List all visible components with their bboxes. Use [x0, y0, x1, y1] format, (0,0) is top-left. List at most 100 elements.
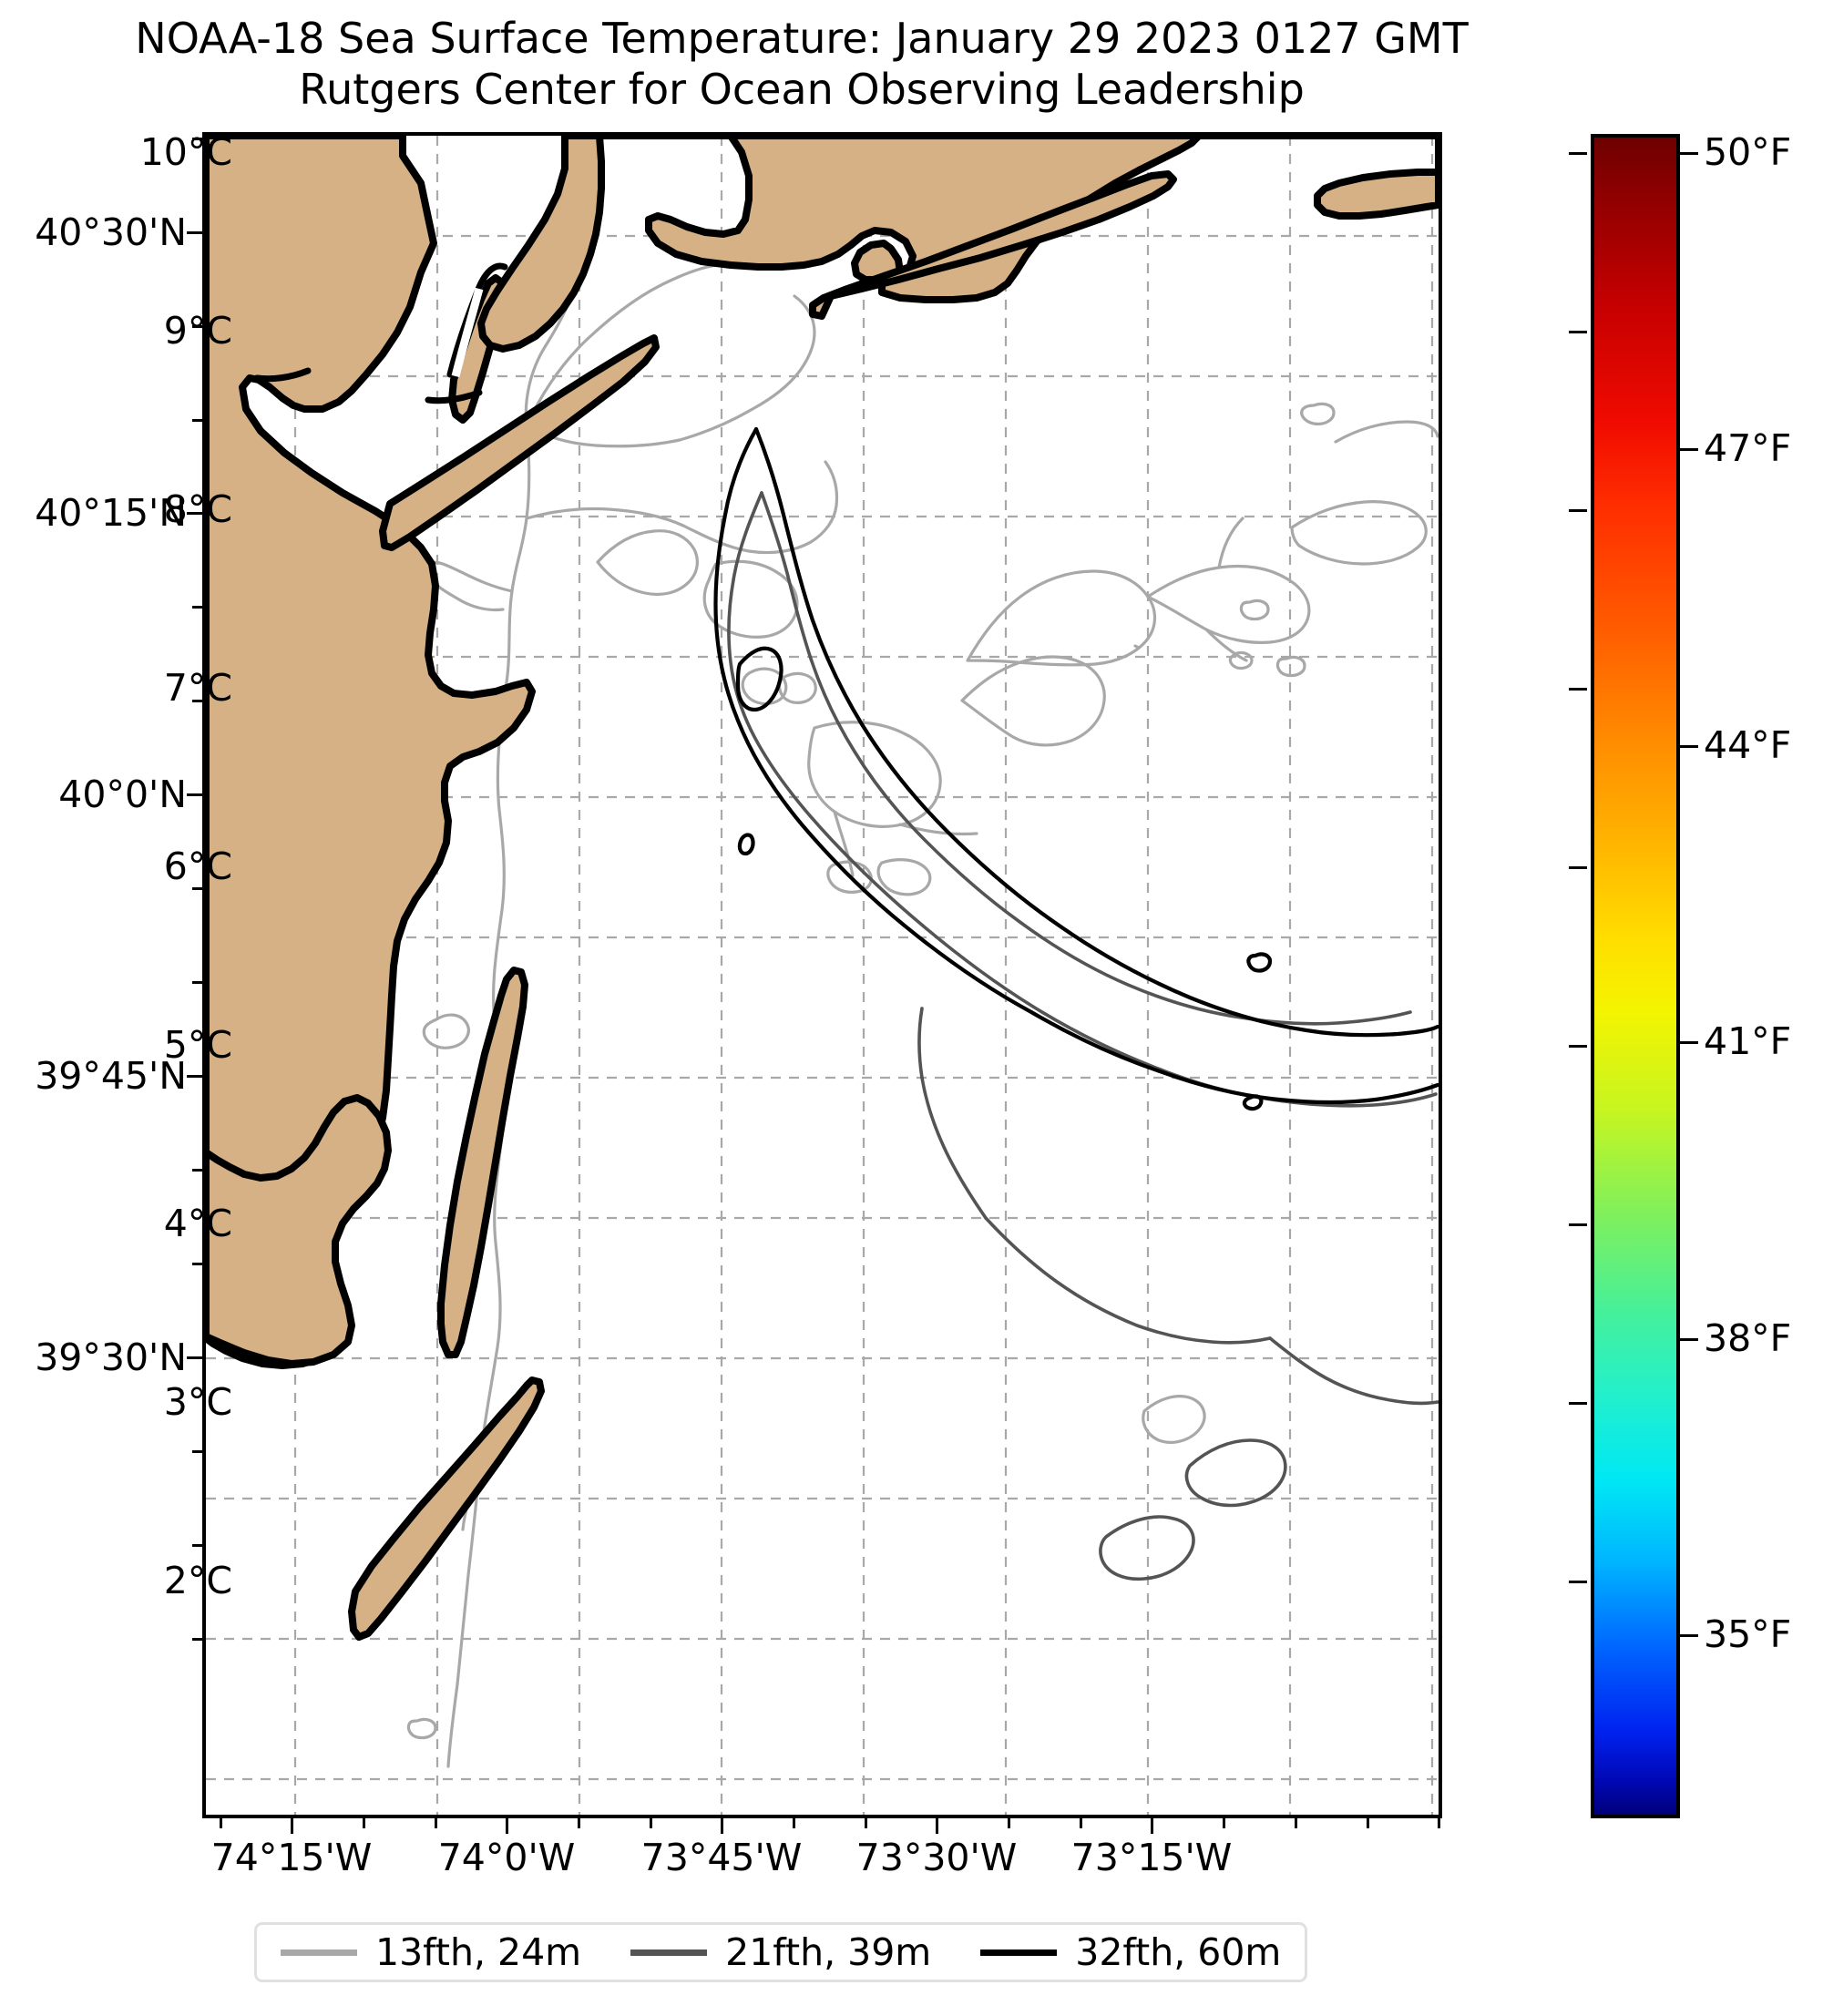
x-tick-label-3: 73°30'W [855, 1836, 1018, 1879]
colorbar-f-label-0: 50°F [1704, 130, 1792, 174]
y-tick-minor-7 [192, 1263, 202, 1265]
colorbar-c-label-7: 3°C [163, 1380, 232, 1424]
colorbar-f-label-3: 41°F [1704, 1019, 1792, 1063]
y-tick-1 [187, 512, 202, 515]
long-beach-island [348, 1376, 545, 1641]
colorbar-f-label-4: 38°F [1704, 1316, 1792, 1360]
island-beach-barrier [437, 967, 528, 1358]
colorbar-f-tick-4 [1680, 1338, 1698, 1341]
colorbar-c-label-4: 6°C [163, 844, 232, 888]
x-tick-label-2: 73°45'W [640, 1836, 803, 1879]
colorbar-c-label-8: 2°C [163, 1559, 232, 1602]
colorbar-f-tick-5 [1680, 1634, 1698, 1637]
x-tick-label-0: 74°15'W [210, 1836, 373, 1879]
legend-label-24m: 13fth, 24m [375, 1930, 582, 1974]
x-tick-label-1: 74°0'W [437, 1836, 576, 1879]
y-tick-minor-2 [192, 606, 202, 609]
colorbar-c-tick-4 [1569, 866, 1587, 869]
bathymetry-legend[interactable]: 13fth, 24m 21fth, 39m 32fth, 60m [254, 1922, 1308, 1982]
colorbar-f-label-5: 35°F [1704, 1612, 1792, 1656]
y-tick-minor-1 [192, 419, 202, 422]
colorbar-c-label-0: 10°C [139, 130, 232, 174]
x-tick-1 [506, 1818, 508, 1834]
x-tick-2 [721, 1818, 723, 1834]
y-tick-0 [187, 231, 202, 234]
y-tick-minor-0 [192, 325, 202, 328]
y-tick-minor-3 [192, 700, 202, 702]
rockaway-peninsula [379, 334, 660, 551]
colorbar-f-tick-1 [1680, 448, 1698, 451]
legend-item-39m[interactable]: 21fth, 39m [630, 1930, 931, 1974]
nj-southern-coast [206, 1094, 392, 1367]
x-tick-0 [291, 1818, 293, 1834]
x-tick-minor-4 [650, 1818, 652, 1828]
colorbar-gradient [1591, 134, 1680, 1818]
x-tick-minor-3 [578, 1818, 580, 1828]
y-tick-minor-6 [192, 1169, 202, 1172]
legend-swatch-39m [630, 1949, 708, 1956]
colorbar-c-tick-8 [1569, 1581, 1587, 1583]
y-tick-label-4: 39°30'N [35, 1335, 187, 1379]
chart-title: NOAA-18 Sea Surface Temperature: January… [0, 13, 1603, 115]
y-tick-minor-11 [192, 138, 202, 140]
x-tick-4 [1151, 1818, 1153, 1834]
y-tick-label-0: 40°30'N [35, 210, 187, 254]
title-line-2: Rutgers Center for Ocean Observing Leade… [299, 65, 1305, 115]
colorbar-c-tick-7 [1569, 1402, 1587, 1405]
colorbar-c-tick-1 [1569, 331, 1587, 333]
y-tick-minor-5 [192, 981, 202, 984]
colorbar-c-label-6: 4°C [163, 1202, 232, 1245]
x-tick-minor-11 [1367, 1818, 1369, 1828]
x-tick-3 [936, 1818, 938, 1834]
legend-item-60m[interactable]: 32fth, 60m [980, 1930, 1281, 1974]
legend-swatch-24m [281, 1949, 357, 1956]
x-tick-minor-7 [1008, 1818, 1010, 1828]
colorbar-c-tick-3 [1569, 688, 1587, 691]
bathymetry-contour-39m [727, 491, 1439, 1581]
legend-label-60m: 32fth, 60m [1075, 1930, 1282, 1974]
x-tick-minor-9 [1223, 1818, 1225, 1828]
x-tick-minor-10 [1295, 1818, 1297, 1828]
map-gridlines [206, 136, 1439, 1815]
legend-item-24m[interactable]: 13fth, 24m [281, 1930, 581, 1974]
land-masses [206, 136, 1439, 1641]
colorbar-f-label-2: 44°F [1704, 723, 1792, 767]
x-tick-minor-2 [435, 1818, 437, 1828]
bathymetry-contour-60m [713, 426, 1439, 1111]
long-island-south-shore [561, 136, 1439, 303]
colorbar-c-tick-5 [1569, 1045, 1587, 1048]
y-tick-2 [187, 793, 202, 796]
x-tick-minor-12 [1438, 1818, 1440, 1828]
x-tick-minor-8 [1080, 1818, 1082, 1828]
colorbar-c-label-3: 7°C [163, 666, 232, 710]
map-canvas [206, 136, 1439, 1815]
title-line-1: NOAA-18 Sea Surface Temperature: January… [135, 14, 1469, 63]
y-tick-3 [187, 1075, 202, 1078]
staten-island-area [477, 136, 605, 353]
colorbar-c-label-1: 9°C [163, 309, 232, 353]
colorbar-f-tick-0 [1680, 152, 1698, 155]
y-tick-4 [187, 1356, 202, 1359]
colorbar-c-tick-0 [1569, 152, 1587, 155]
colorbar-f-label-1: 47°F [1704, 426, 1792, 470]
bathymetry-contour-24m [406, 260, 1439, 1768]
x-tick-minor-6 [865, 1818, 867, 1828]
colorbar-f-tick-3 [1680, 1041, 1698, 1044]
y-tick-minor-4 [192, 887, 202, 890]
y-tick-label-1: 40°15'N [35, 491, 187, 535]
y-tick-minor-8 [192, 1450, 202, 1453]
colorbar-c-tick-2 [1569, 509, 1587, 512]
colorbar-c-label-5: 5°C [163, 1023, 232, 1067]
fire-island-barrier [809, 170, 1177, 320]
map-plot-area[interactable] [202, 132, 1442, 1818]
legend-label-39m: 21fth, 39m [725, 1930, 932, 1974]
x-tick-minor-1 [363, 1818, 365, 1828]
x-tick-label-4: 73°15'W [1070, 1836, 1233, 1879]
y-tick-minor-9 [192, 1544, 202, 1547]
legend-swatch-60m [980, 1949, 1058, 1956]
harbor-channels [451, 287, 484, 378]
colorbar[interactable] [1569, 134, 1698, 1818]
y-tick-label-2: 40°0'N [58, 773, 187, 816]
x-tick-minor-5 [793, 1818, 795, 1828]
y-tick-label-3: 39°45'N [35, 1054, 187, 1098]
